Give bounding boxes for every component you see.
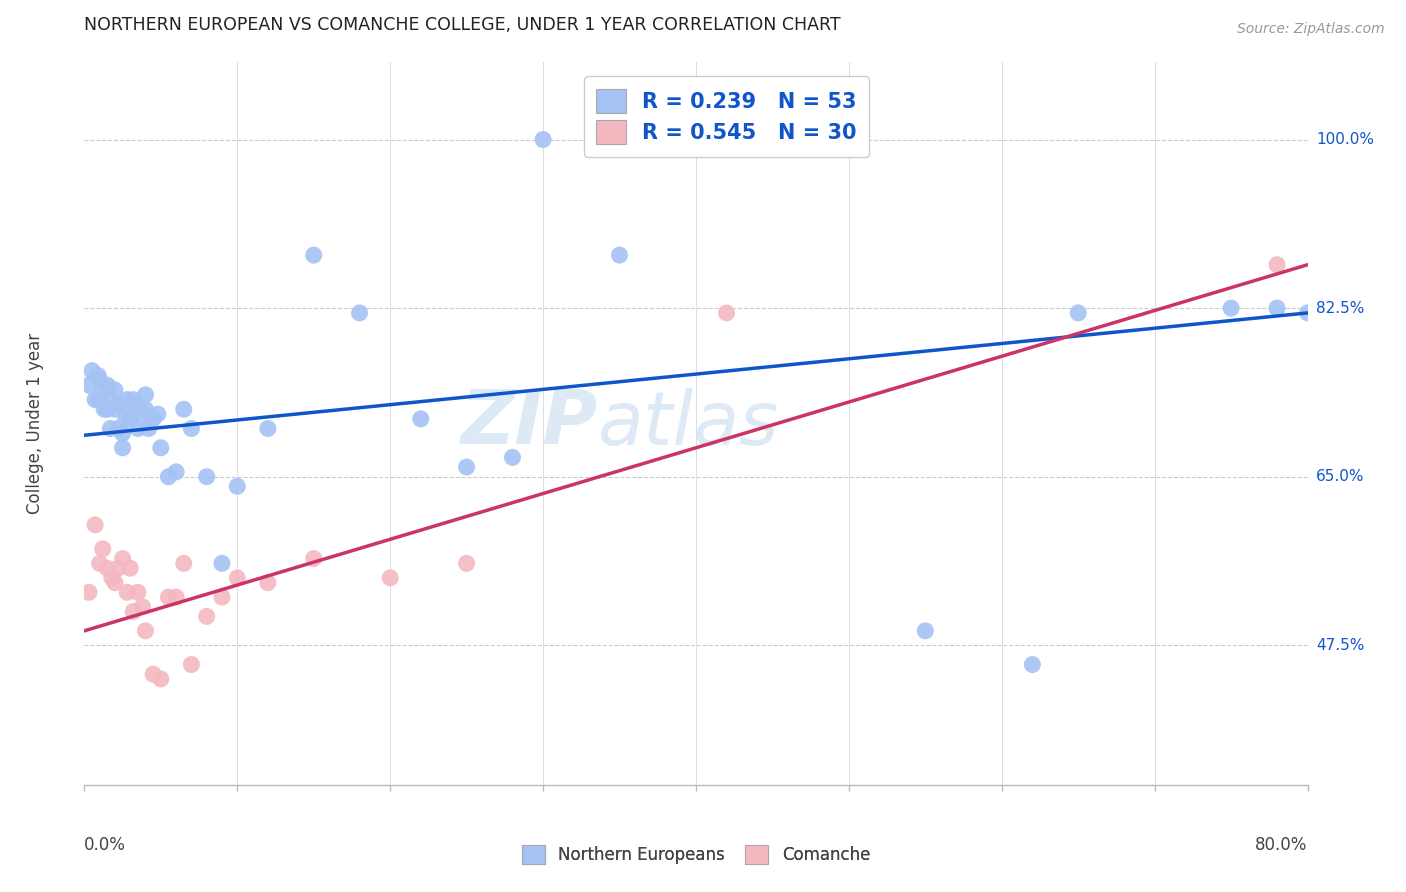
Point bbox=[96, 561, 118, 575]
Point bbox=[104, 575, 127, 590]
Point bbox=[127, 397, 149, 411]
Point bbox=[609, 248, 631, 262]
Text: NORTHERN EUROPEAN VS COMANCHE COLLEGE, UNDER 1 YEAR CORRELATION CHART: NORTHERN EUROPEAN VS COMANCHE COLLEGE, U… bbox=[84, 15, 841, 34]
Point bbox=[87, 368, 110, 383]
Point bbox=[257, 421, 280, 435]
Text: College, Under 1 year: College, Under 1 year bbox=[27, 333, 45, 515]
Point bbox=[89, 392, 111, 407]
Point bbox=[146, 407, 169, 421]
Point bbox=[111, 426, 134, 441]
Point bbox=[180, 421, 202, 435]
Point bbox=[138, 421, 160, 435]
Point bbox=[157, 590, 180, 604]
Point bbox=[101, 392, 124, 407]
Point bbox=[135, 388, 157, 402]
Point bbox=[716, 306, 738, 320]
Point bbox=[409, 412, 432, 426]
Point bbox=[84, 392, 107, 407]
Point bbox=[165, 465, 187, 479]
Point bbox=[456, 557, 478, 571]
Point bbox=[107, 421, 129, 435]
Point bbox=[84, 517, 107, 532]
Point bbox=[211, 557, 233, 571]
Point bbox=[165, 590, 187, 604]
Point bbox=[122, 605, 145, 619]
Text: atlas: atlas bbox=[598, 388, 779, 459]
Point bbox=[89, 557, 111, 571]
Point bbox=[456, 460, 478, 475]
Point bbox=[1265, 301, 1288, 315]
Point bbox=[1296, 306, 1319, 320]
Text: Source: ZipAtlas.com: Source: ZipAtlas.com bbox=[1237, 22, 1385, 37]
Text: 65.0%: 65.0% bbox=[1316, 469, 1364, 484]
Point bbox=[135, 402, 157, 417]
Point bbox=[91, 541, 114, 556]
Point bbox=[131, 599, 153, 614]
Point bbox=[257, 575, 280, 590]
Point bbox=[1220, 301, 1243, 315]
Point bbox=[131, 407, 153, 421]
Text: 100.0%: 100.0% bbox=[1316, 132, 1374, 147]
Point bbox=[349, 306, 371, 320]
Point bbox=[91, 383, 114, 397]
Text: ZIP: ZIP bbox=[461, 387, 598, 460]
Point bbox=[115, 585, 138, 599]
Point bbox=[122, 392, 145, 407]
Point bbox=[195, 609, 218, 624]
Point bbox=[107, 397, 129, 411]
Point bbox=[111, 551, 134, 566]
Point bbox=[149, 672, 172, 686]
Point bbox=[104, 402, 127, 417]
Point bbox=[96, 402, 118, 417]
Point bbox=[120, 402, 142, 417]
Point bbox=[115, 392, 138, 407]
Point bbox=[111, 441, 134, 455]
Point bbox=[80, 364, 103, 378]
Point bbox=[302, 248, 325, 262]
Point bbox=[195, 469, 218, 483]
Point bbox=[149, 441, 172, 455]
Point bbox=[502, 450, 524, 465]
Point bbox=[211, 590, 233, 604]
Point bbox=[157, 469, 180, 483]
Point bbox=[173, 402, 195, 417]
Point bbox=[180, 657, 202, 672]
Point bbox=[114, 412, 136, 426]
Point bbox=[142, 667, 165, 681]
Point bbox=[142, 412, 165, 426]
Point bbox=[914, 624, 936, 638]
Point bbox=[1021, 657, 1043, 672]
Point bbox=[127, 421, 149, 435]
Point bbox=[77, 585, 100, 599]
Point bbox=[302, 551, 325, 566]
Point bbox=[77, 378, 100, 392]
Legend: Northern Europeans, Comanche: Northern Europeans, Comanche bbox=[515, 838, 877, 871]
Point bbox=[120, 412, 142, 426]
Point bbox=[127, 585, 149, 599]
Text: 80.0%: 80.0% bbox=[1256, 836, 1308, 854]
Point bbox=[226, 571, 249, 585]
Point bbox=[226, 479, 249, 493]
Point bbox=[531, 132, 554, 146]
Point bbox=[120, 561, 142, 575]
Point bbox=[98, 421, 121, 435]
Text: 47.5%: 47.5% bbox=[1316, 638, 1364, 653]
Point bbox=[101, 571, 124, 585]
Point bbox=[1067, 306, 1090, 320]
Text: 82.5%: 82.5% bbox=[1316, 301, 1364, 316]
Point bbox=[135, 624, 157, 638]
Point bbox=[96, 378, 118, 392]
Point bbox=[89, 373, 111, 387]
Point bbox=[104, 383, 127, 397]
Text: 0.0%: 0.0% bbox=[84, 836, 127, 854]
Point bbox=[107, 561, 129, 575]
Point bbox=[173, 557, 195, 571]
Point bbox=[380, 571, 402, 585]
Point bbox=[93, 402, 115, 417]
Point bbox=[1265, 258, 1288, 272]
